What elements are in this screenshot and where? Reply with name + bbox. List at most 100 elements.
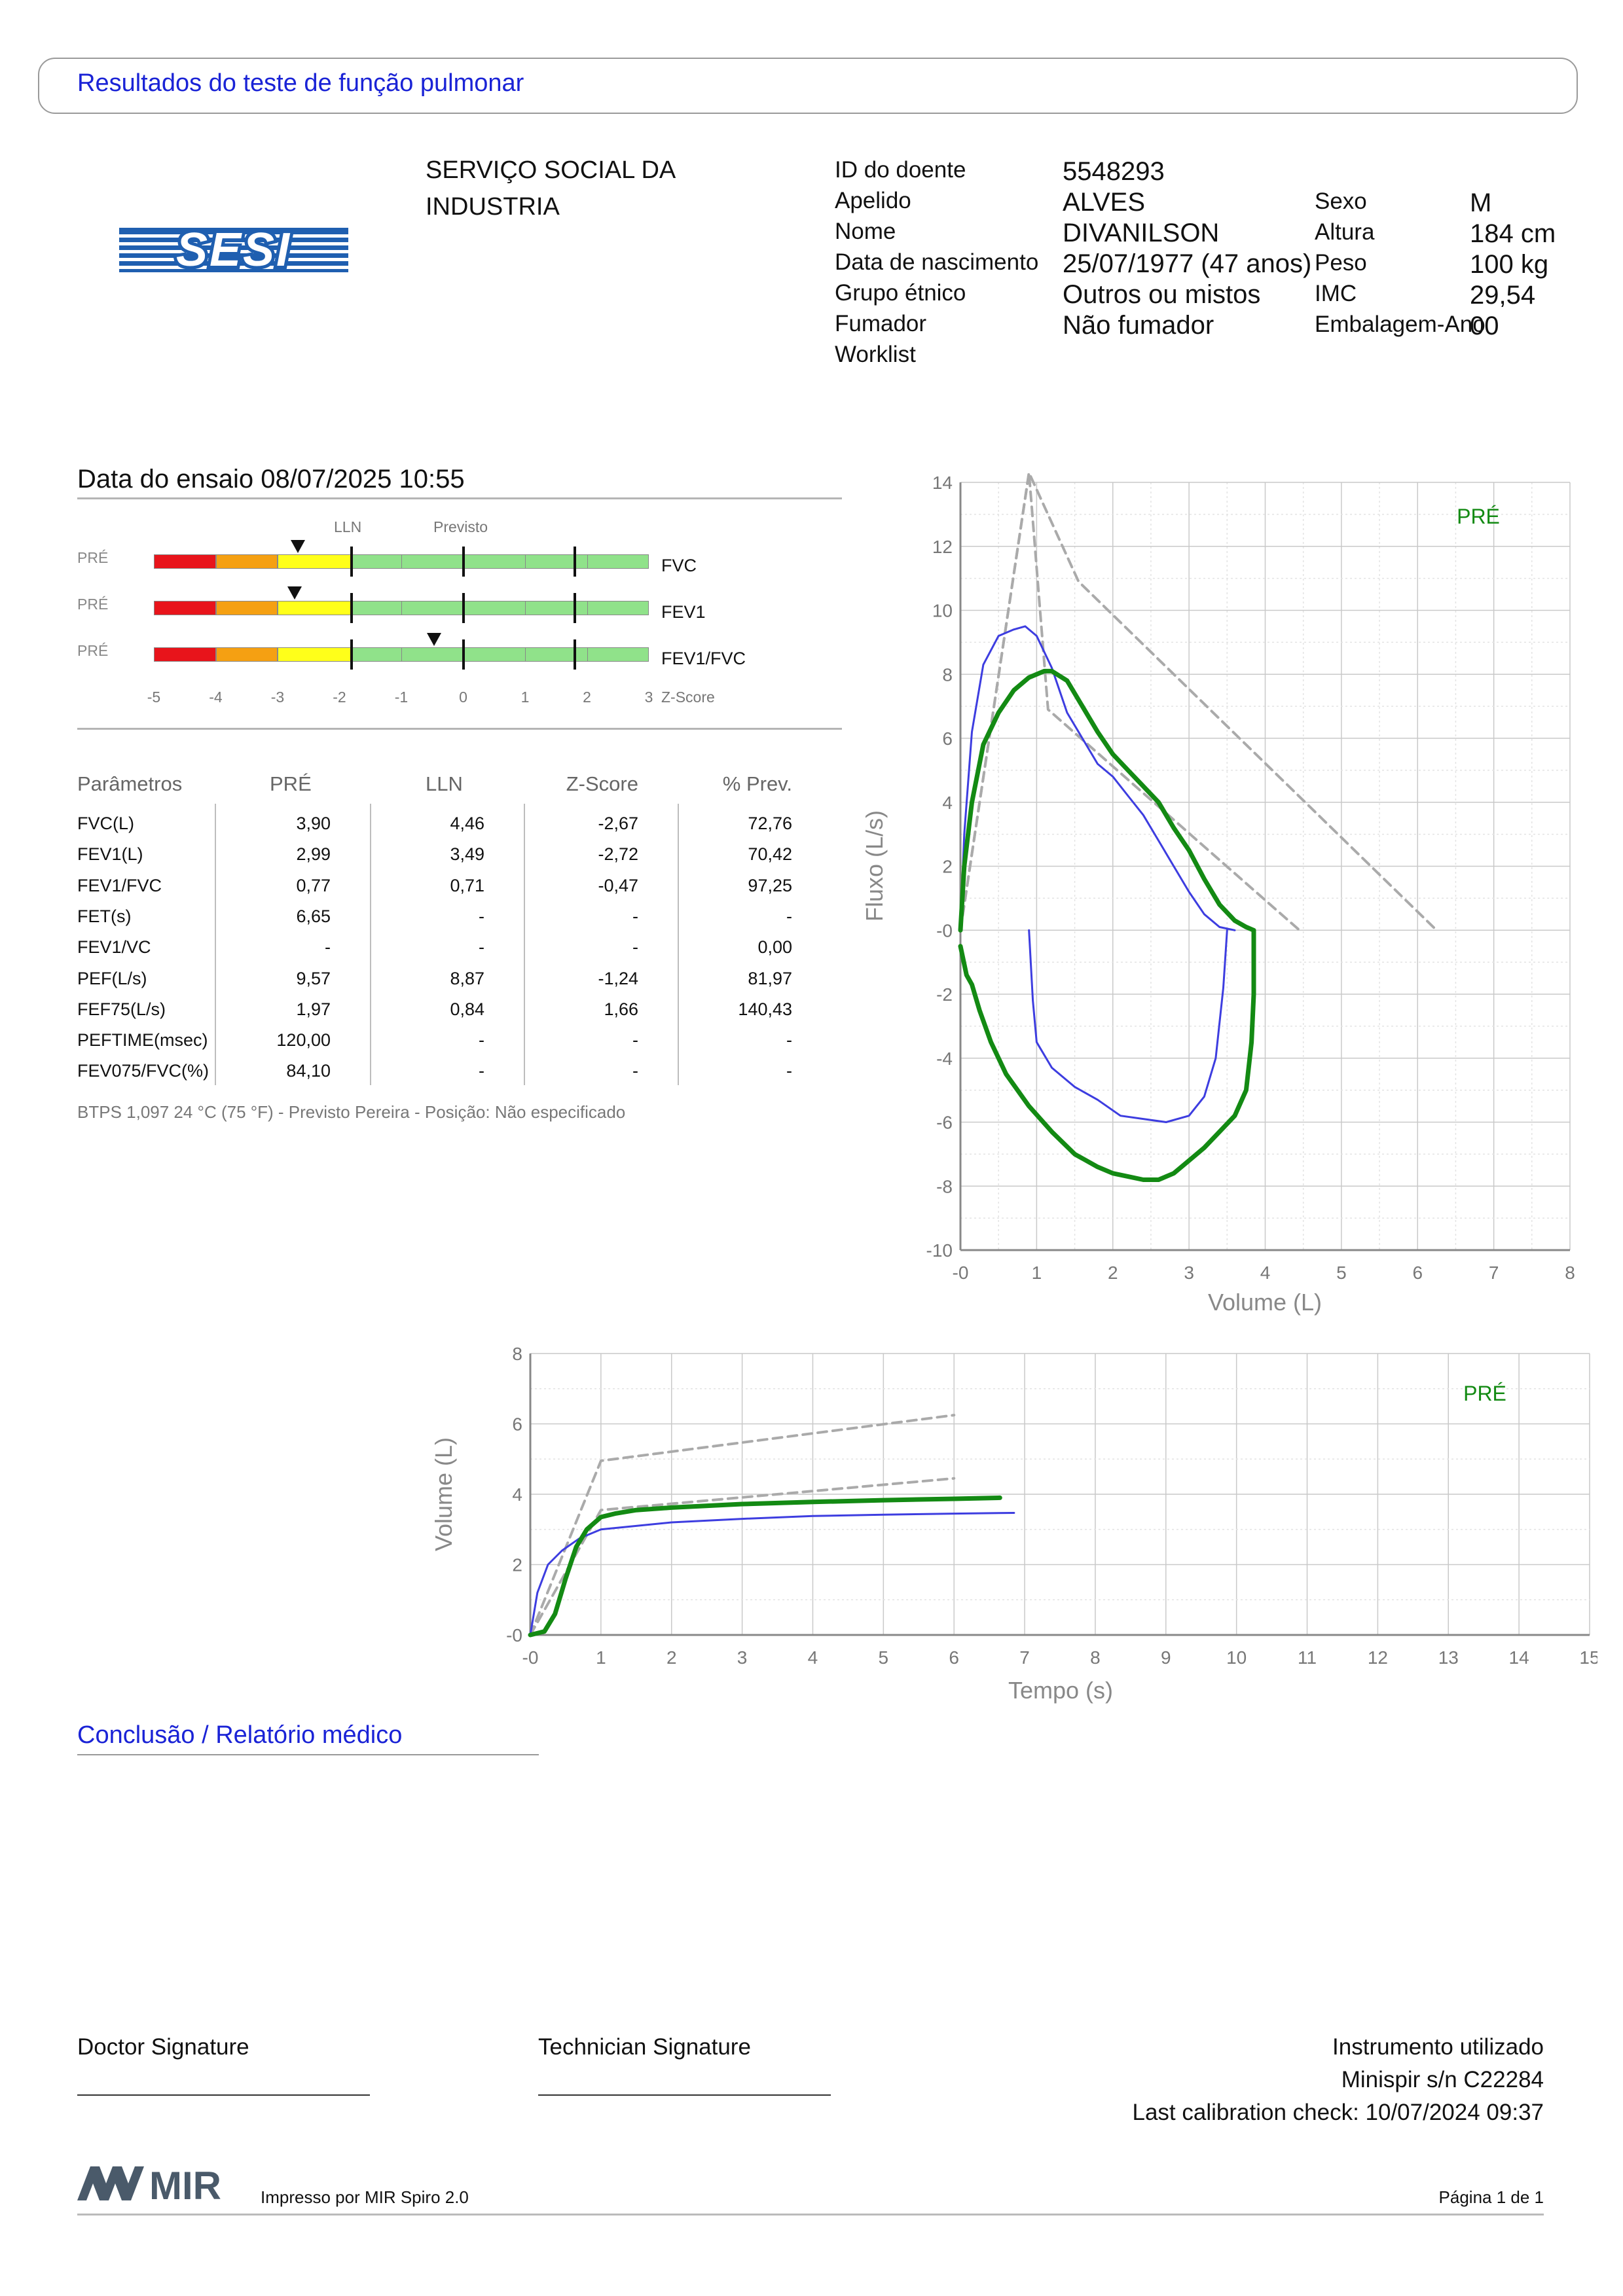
doctor-signature-label: Doctor Signature — [77, 2034, 249, 2060]
zscore-axis-label: Z-Score — [661, 689, 715, 706]
table-cell: 3,90 — [296, 814, 331, 833]
zscore-grid-tick — [401, 647, 402, 662]
divider — [77, 497, 842, 499]
patient-field-value: ALVES — [1063, 188, 1145, 217]
patient-field-value: 25/07/1977 (47 anos) — [1063, 249, 1312, 278]
y-axis-title: Volume (L) — [430, 1437, 457, 1551]
patient-field-label: ID do doente — [835, 157, 966, 183]
x-tick-label: 7 — [1019, 1647, 1030, 1668]
sesi-logo-text: SESI — [175, 228, 292, 272]
zscore-bar-segment — [278, 554, 352, 569]
table-header-cell: PRÉ — [270, 772, 312, 795]
table-header-cell: LLN — [426, 772, 463, 795]
patient-field-value: M — [1470, 188, 1492, 217]
series-line-trial — [529, 1512, 1015, 1636]
zscore-reference-line — [350, 639, 354, 670]
x-tick-label: 6 — [1412, 1263, 1423, 1283]
zscore-grid-tick — [525, 554, 526, 569]
doctor-signature-line — [77, 2094, 370, 2096]
x-tick-label: 5 — [1336, 1263, 1347, 1283]
zscore-axis-tick: 0 — [459, 689, 467, 706]
technician-signature-line — [538, 2094, 831, 2096]
zscore-axis-tick: -1 — [394, 689, 409, 706]
zscore-bar-segment — [154, 647, 216, 662]
zscore-bar-segment — [278, 601, 352, 615]
zscore-reference-line — [350, 547, 354, 577]
patient-field-value: Não fumador — [1063, 311, 1214, 340]
zscore-reference-line — [462, 547, 465, 577]
table-column-separator — [524, 804, 525, 1085]
x-tick-label: 8 — [1090, 1647, 1101, 1668]
organization-line-1: SERVIÇO SOCIAL DA — [426, 156, 676, 184]
x-tick-label: 1 — [596, 1647, 606, 1668]
zscore-grid-tick — [401, 554, 402, 569]
report-title: Resultados do teste de função pulmonar — [77, 69, 524, 97]
zscore-bar-segment — [278, 647, 352, 662]
y-tick-label: -0 — [936, 920, 953, 941]
x-tick-label: 2 — [1108, 1263, 1118, 1283]
y-tick-label: 12 — [932, 537, 953, 557]
table-cell: 6,65 — [296, 906, 331, 926]
zscore-bar-segment — [215, 647, 278, 662]
zscore-axis-tick: -2 — [333, 689, 346, 706]
btps-note: BTPS 1,097 24 °C (75 °F) - Previsto Pere… — [77, 1102, 626, 1122]
patient-field-label: Fumador — [835, 311, 927, 336]
organization-line-2: INDUSTRIA — [426, 193, 560, 221]
x-tick-label: 3 — [1184, 1263, 1194, 1283]
table-cell: -1,24 — [598, 968, 638, 988]
table-cell: 8,87 — [450, 968, 484, 988]
series-line-pre — [958, 668, 1256, 1182]
predicted-curve — [529, 1414, 956, 1636]
table-column-separator — [678, 804, 679, 1085]
patient-field-label: Peso — [1315, 250, 1367, 276]
zscore-grid-tick — [525, 601, 526, 615]
zscore-axis-tick: 3 — [644, 689, 653, 706]
table-column-separator — [215, 804, 216, 1085]
conclusion-title: Conclusão / Relatório médico — [77, 1721, 403, 1749]
table-column-separator — [370, 804, 371, 1085]
zscore-axis-tick: 1 — [520, 689, 530, 706]
test-date: Data do ensaio 08/07/2025 10:55 — [77, 465, 465, 493]
table-cell: 2,99 — [296, 844, 331, 865]
table-cell: 84,10 — [286, 1061, 331, 1081]
zscore-axis-tick: 2 — [583, 689, 591, 706]
table-row-label: FEF75(L/s) — [77, 999, 166, 1019]
legend-label: PRÉ — [1463, 1382, 1506, 1405]
organization-name: SERVIÇO SOCIAL DA INDUSTRIA — [426, 152, 676, 225]
table-cell: - — [786, 1061, 792, 1081]
table-cell: 1,97 — [296, 999, 331, 1019]
zscore-bar-segment — [352, 554, 649, 569]
table-cell: 0,84 — [450, 999, 484, 1019]
zscore-predicted-label: Previsto — [433, 518, 488, 535]
table-cell: - — [325, 937, 331, 958]
patient-field-label: Sexo — [1315, 188, 1367, 214]
patient-field-label: Apelido — [835, 188, 911, 213]
zscore-grid-tick — [587, 554, 588, 569]
table-row-label: PEF(L/s) — [77, 968, 147, 988]
table-cell: - — [632, 1030, 638, 1050]
instrument-name: Minispir s/n C22284 — [1341, 2067, 1544, 2092]
y-tick-label: -6 — [936, 1113, 953, 1133]
patient-field-label: Grupo étnico — [835, 280, 966, 306]
zscore-bar-segment — [215, 601, 278, 615]
table-cell: - — [479, 1061, 484, 1081]
table-cell: 72,76 — [748, 814, 792, 833]
patient-field-value: 100 kg — [1470, 250, 1549, 279]
zscore-row-tag: PRÉ — [77, 596, 109, 613]
y-tick-label: -2 — [936, 984, 953, 1005]
zscore-reference-line — [573, 547, 576, 577]
y-tick-label: 10 — [932, 601, 953, 621]
x-tick-label: 4 — [1260, 1263, 1271, 1283]
zscore-bar-segment — [215, 554, 278, 569]
table-cell: - — [479, 906, 484, 926]
x-tick-label: 13 — [1438, 1647, 1459, 1668]
zscore-reference-line — [573, 639, 576, 670]
y-tick-label: 6 — [512, 1414, 522, 1435]
table-cell: 97,25 — [748, 875, 792, 895]
zscore-row-name: FEV1/FVC — [661, 649, 746, 668]
sesi-logo: SESI SESI — [119, 228, 348, 272]
zscore-axis-tick: -3 — [270, 689, 285, 706]
x-tick-label: 10 — [1226, 1647, 1247, 1668]
table-row-label: PEFTIME(msec) — [77, 1030, 208, 1050]
x-tick-label: 9 — [1161, 1647, 1171, 1668]
